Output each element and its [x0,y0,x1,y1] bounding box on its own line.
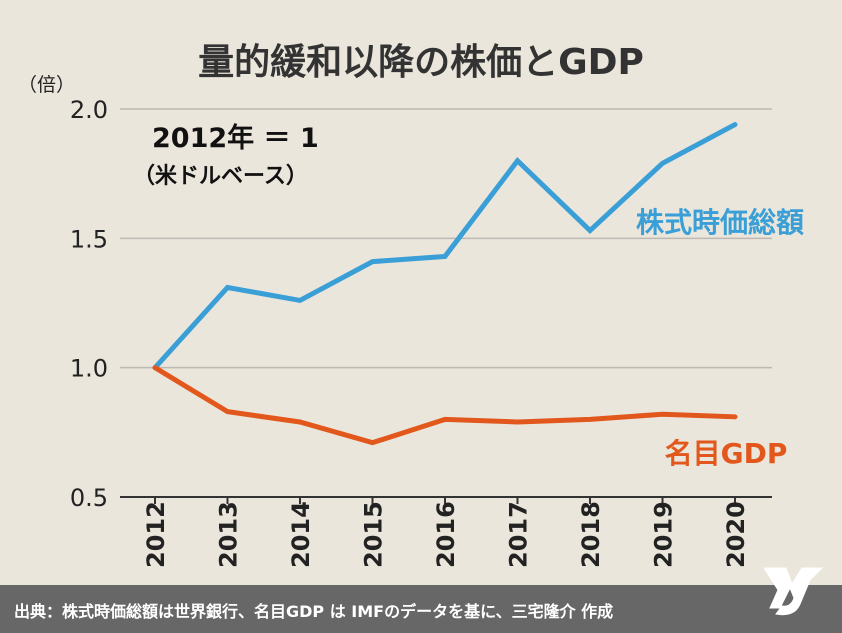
y-axis-label: （倍） [18,74,75,96]
x-tick-label: 2012 [142,501,170,568]
y-tick-label: 1.0 [70,355,108,383]
y-tick-label: 1.5 [70,225,108,253]
x-tick-label: 2017 [505,501,533,568]
chart-title: 量的緩和以降の株価とGDP [198,42,644,83]
market-cap-label: 株式時価総額 [636,206,804,239]
y-tick-label: 2.0 [70,96,108,124]
y-tick-label: 0.5 [70,484,108,512]
x-tick-label: 2013 [215,501,243,568]
mr-logo-icon [763,567,824,616]
nominal-gdp-label: 名目GDP [665,437,788,470]
footer-bar [0,585,842,633]
x-tick-label: 2015 [360,501,388,568]
market-cap-line [152,122,738,371]
nominal-gdp-line [152,365,738,446]
grid: 0.5 1.0 1.5 2.0 [70,96,772,512]
series-lines [152,122,738,446]
source-note: 出典：株式時価総額は世界銀行、名目GDP は IMFのデータを基に、三宅隆介 作… [14,602,614,621]
x-tick-label: 2014 [287,501,315,568]
annotation-base: 2012年 ＝ 1 [152,122,319,154]
x-tick-label: 2016 [432,501,460,568]
annotation-currency: （米ドルベース） [133,164,308,189]
x-tick-label: 2020 [722,501,750,568]
x-tick-label: 2018 [577,501,605,568]
axes: 2012 2013 2014 2015 2016 2017 2018 2019 2020 [120,496,772,568]
x-tick-label: 2019 [650,501,678,568]
